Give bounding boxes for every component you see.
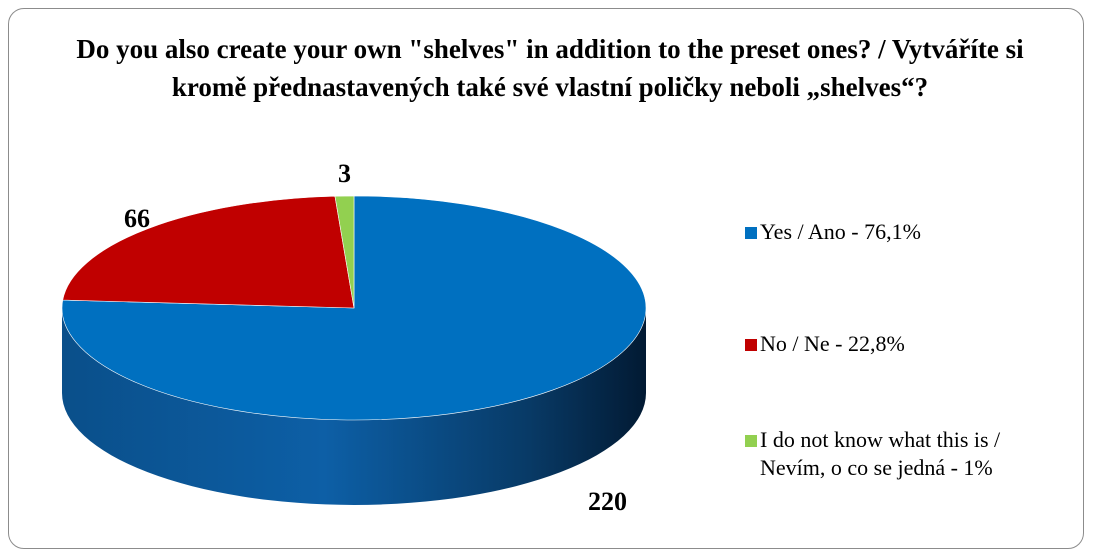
legend-item-unknown: I do not know what this is / Nevím, o co…: [745, 426, 1020, 482]
legend-swatch-unknown: [745, 435, 757, 447]
legend-item-no: No / Ne - 22,8%: [745, 330, 905, 358]
data-label-no: 66: [124, 204, 150, 233]
legend-label-yes: Yes / Ano - 76,1%: [760, 219, 921, 244]
chart-title: Do you also create your own "shelves" in…: [76, 34, 1024, 102]
pie-slice-no: [62, 195, 355, 309]
data-label-unknown: 3: [338, 159, 351, 188]
legend-label-unknown: I do not know what this is / Nevím, o co…: [760, 427, 1001, 480]
legend-swatch-no: [745, 339, 757, 351]
pie-side-yes: [62, 308, 646, 505]
legend-label-no: No / Ne - 22,8%: [760, 331, 905, 356]
legend-item-yes: Yes / Ano - 76,1%: [745, 218, 921, 246]
data-label-yes: 220: [588, 487, 627, 516]
pie-slice-unknown: [334, 195, 355, 309]
legend-swatch-yes: [745, 227, 757, 239]
